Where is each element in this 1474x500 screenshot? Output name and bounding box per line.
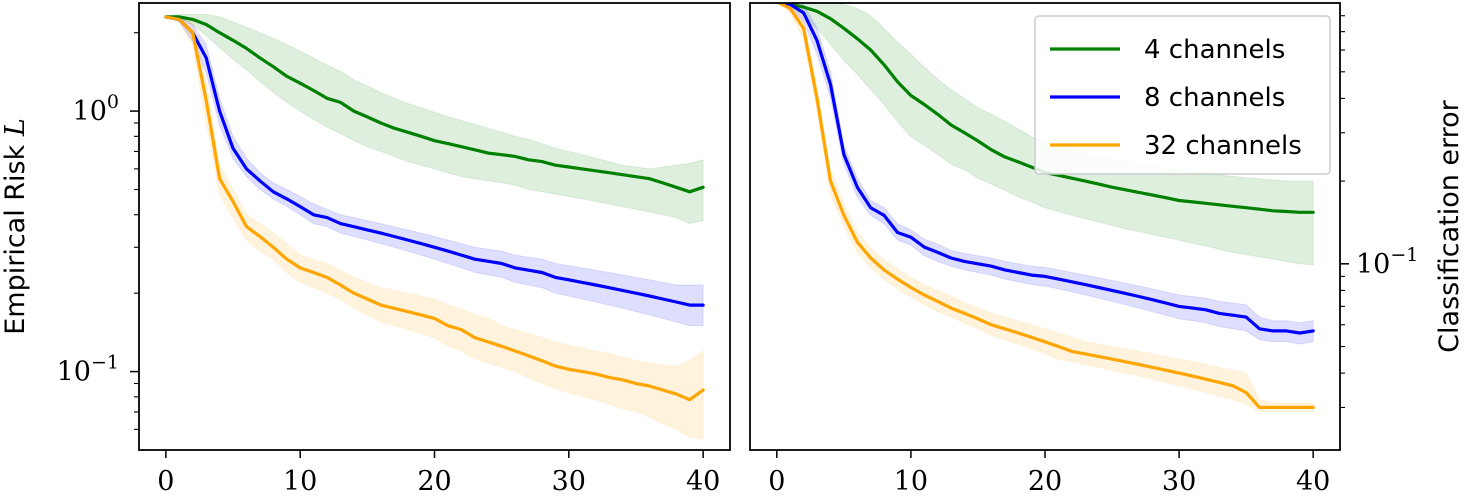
x-tick-label: 20 bbox=[417, 466, 451, 497]
line-32-channels bbox=[775, 3, 1315, 409]
line-4-channels bbox=[164, 15, 705, 194]
y-tick-label: 10−1 bbox=[57, 352, 119, 388]
y-tick-label: 10−1 bbox=[1356, 244, 1418, 280]
line-8-channels bbox=[775, 3, 1315, 335]
plot-area bbox=[164, 13, 705, 440]
plot-area bbox=[775, 3, 1315, 412]
legend-label: 32 channels bbox=[1144, 131, 1302, 161]
legend-label: 8 channels bbox=[1144, 83, 1285, 113]
line-8-channels bbox=[164, 15, 705, 307]
legend-box bbox=[1034, 15, 1331, 175]
x-tick-label: 20 bbox=[1028, 466, 1062, 497]
y-tick-label: 100 bbox=[73, 91, 119, 127]
y-axis-label: Classification error bbox=[1434, 99, 1465, 352]
band-32-channels bbox=[165, 16, 704, 440]
x-tick-label: 0 bbox=[768, 466, 785, 497]
line-32-channels bbox=[164, 15, 705, 402]
x-tick-label: 10 bbox=[283, 466, 317, 497]
x-tick-label: 10 bbox=[894, 466, 928, 497]
x-tick-label: 30 bbox=[552, 466, 586, 497]
right-panel: 0 10 20 30 40 10−1 Classification error 4 chann… bbox=[749, 2, 1465, 497]
legend-label: 4 channels bbox=[1144, 35, 1285, 65]
x-tick-label: 40 bbox=[1296, 466, 1330, 497]
y-axis-label: Empirical Risk L bbox=[0, 118, 31, 335]
x-tick-label: 30 bbox=[1162, 466, 1196, 497]
left-panel: 0 10 20 30 40 100 10−1 Empirical Risk L bbox=[0, 2, 731, 497]
band-4-channels bbox=[165, 13, 704, 225]
legend: 4 channels 8 channels 32 channels bbox=[1034, 15, 1331, 175]
x-tick-label: 0 bbox=[157, 466, 174, 497]
x-tick-label: 40 bbox=[686, 466, 720, 497]
